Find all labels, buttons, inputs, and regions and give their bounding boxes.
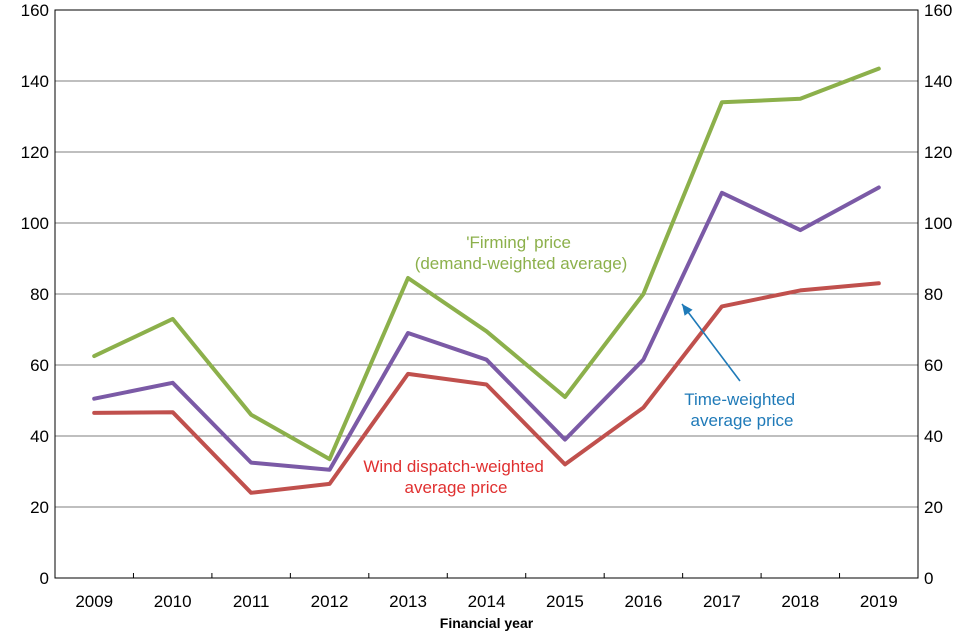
time-annotation: Time-weighted average price [684, 390, 800, 430]
y-tick-label-right: 120 [924, 143, 952, 162]
series-line-time [92, 185, 881, 472]
firming-annotation-line-2: (demand-weighted average) [415, 254, 628, 273]
y-tick-label-left: 80 [30, 285, 49, 304]
wind-annotation: Wind dispatch-weighted average price [363, 457, 548, 497]
x-tick-label: 2017 [703, 592, 741, 611]
time-annotation-arrow [681, 303, 741, 382]
y-tick-label-right: 60 [924, 356, 943, 375]
y-tick-label-left: 20 [30, 498, 49, 517]
wind-annotation-line-2: average price [404, 478, 507, 497]
y-tick-label-left: 160 [21, 1, 49, 20]
y-tick-label-left: 120 [21, 143, 49, 162]
annotations: 'Firming' price (demand-weighted average… [363, 233, 800, 497]
y-tick-label-left: 0 [40, 569, 49, 588]
time-annotation-line-1: Time-weighted [684, 390, 795, 409]
y-tick-label-right: 160 [924, 1, 952, 20]
x-tick-label: 2019 [860, 592, 898, 611]
y-tick-label-right: 20 [924, 498, 943, 517]
x-axis-title: Financial year [440, 615, 534, 631]
plot-frame [54, 9, 919, 579]
firming-annotation: 'Firming' price (demand-weighted average… [415, 233, 628, 273]
x-tick-label: 2018 [781, 592, 819, 611]
time-annotation-arrowhead [682, 304, 693, 316]
time-annotation-line-2: average price [690, 411, 793, 430]
firming-annotation-line-1: 'Firming' price [466, 233, 571, 252]
y-tick-label-left: 40 [30, 427, 49, 446]
y-tick-label-right: 100 [924, 214, 952, 233]
y-tick-label-left: 140 [21, 72, 49, 91]
x-axis-labels: 2009 2010 2011 2012 2013 2014 2015 2016 2017 2018… [75, 592, 897, 611]
y-tick-label-right: 140 [924, 72, 952, 91]
gridlines [55, 80, 918, 508]
x-axis-ticks [132, 573, 841, 578]
x-tick-label: 2011 [233, 592, 270, 611]
y-tick-label-right: 0 [924, 569, 933, 588]
y-tick-label-right: 80 [924, 285, 943, 304]
y-axis-right-labels: 0 20 40 60 80 100 120 140 160 [924, 1, 952, 588]
x-tick-label: 2009 [75, 592, 113, 611]
series-lines [92, 66, 881, 495]
series-line-wind [92, 281, 881, 495]
y-tick-label-left: 100 [21, 214, 49, 233]
x-tick-label: 2013 [389, 592, 427, 611]
wind-annotation-line-1: Wind dispatch-weighted [363, 457, 543, 476]
y-tick-label-right: 40 [924, 427, 943, 446]
y-axis-left-labels: 0 20 40 60 80 100 120 140 160 [21, 1, 49, 588]
series-line-firming [92, 66, 881, 462]
x-tick-label: 2012 [311, 592, 349, 611]
y-tick-label-left: 60 [30, 356, 49, 375]
x-tick-label: 2016 [624, 592, 662, 611]
x-tick-label: 2015 [546, 592, 584, 611]
x-tick-label: 2014 [468, 592, 506, 611]
x-tick-label: 2010 [154, 592, 192, 611]
